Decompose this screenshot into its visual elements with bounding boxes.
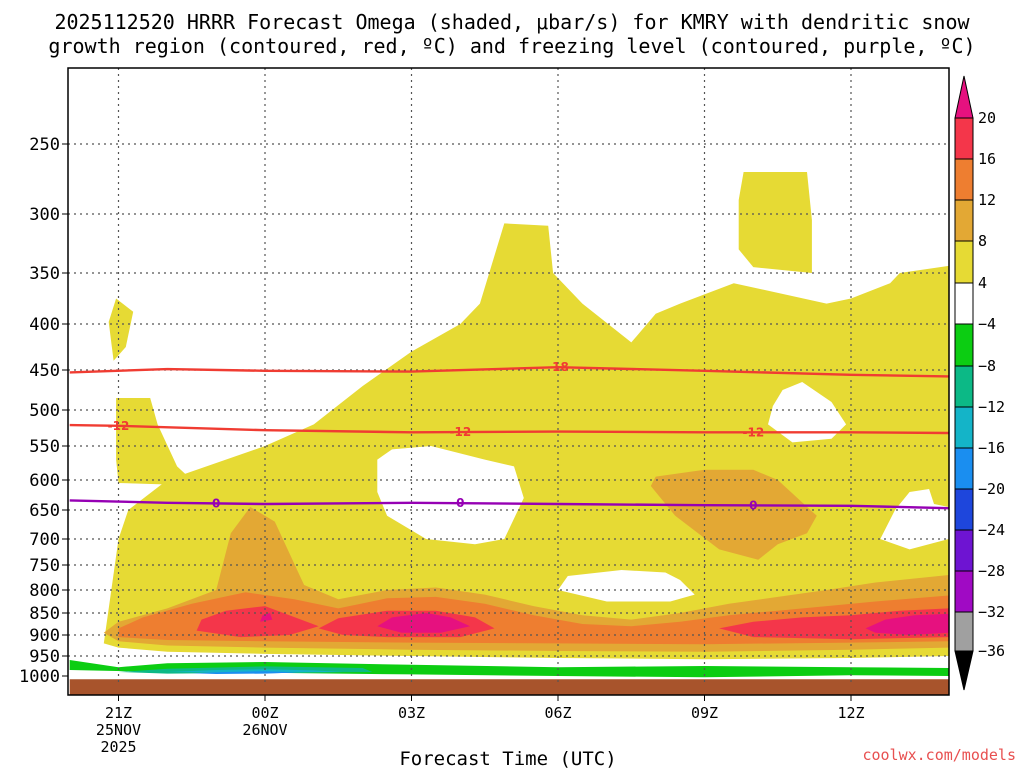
omega-region-4-8-3 xyxy=(738,172,812,273)
contour-label-0-1: 0 xyxy=(456,496,464,510)
colorbar-band--28--24 xyxy=(954,529,974,572)
omega-region->20-15 xyxy=(377,613,471,633)
contour--18 xyxy=(69,365,949,378)
omega-region-8-12-10 xyxy=(650,469,817,560)
colorbar-label-12: 12 xyxy=(978,191,996,209)
chart-title-line-1: 2025112520 HRRR Forecast Omega (shaded, … xyxy=(54,10,970,34)
ytick-label-450: 450 xyxy=(29,361,60,381)
colorbar-label-20: 20 xyxy=(978,109,996,127)
colorbar-label-8: 8 xyxy=(978,232,987,250)
colorbar-band-4-8 xyxy=(954,240,974,284)
xtick-label-12Z-0: 12Z xyxy=(837,704,864,722)
colorbar-band-16-20 xyxy=(954,117,974,160)
colorbar-band--36--32 xyxy=(954,611,974,652)
contour-label--12-1: -12 xyxy=(449,425,471,439)
omega-region--4-4-6 xyxy=(768,382,847,443)
ytick-label-300: 300 xyxy=(29,205,60,225)
ytick-label-850: 850 xyxy=(29,604,60,624)
colorbar-label--20: −20 xyxy=(978,480,1005,498)
omega-colorbar: 20 16 12 8 4 −4 −8 −12 −16 −20 −24 −28 −32 −36 xyxy=(954,75,1005,691)
omega-region--4-4-7 xyxy=(558,570,695,602)
omega-region--8--4-18 xyxy=(69,660,949,678)
colorbar-label--8: −8 xyxy=(978,357,996,375)
colorbar-label--4: −4 xyxy=(978,315,996,333)
chart-title-line-2: growth region (contoured, red, ºC) and f… xyxy=(48,34,975,58)
ytick-label-650: 650 xyxy=(29,501,60,521)
colorbar-label--28: −28 xyxy=(978,562,1005,580)
colorbar-band-8-12 xyxy=(954,199,974,242)
contour-label-0-0: 0 xyxy=(212,496,220,510)
omega-region--20--16-21 xyxy=(191,671,300,674)
credit-text[interactable]: coolwx.com/models xyxy=(862,746,1016,764)
colorbar-band--24--20 xyxy=(954,488,974,531)
colorbar-label-4: 4 xyxy=(978,274,987,292)
contour-label--18-0: -18 xyxy=(547,360,569,374)
contour-label-0-2: 0 xyxy=(749,498,757,512)
temperature-contours: -18 -12 -12 -12 0 0 0 xyxy=(69,360,949,512)
omega-shaded-regions xyxy=(69,172,949,695)
ytick-label-700: 700 xyxy=(29,530,60,550)
pressure-axis: 2503003504004505005506006507007508008509… xyxy=(19,135,68,687)
xtick-label-21Z-0: 21Z xyxy=(105,704,132,722)
ytick-label-800: 800 xyxy=(29,581,60,601)
contour--12 xyxy=(69,423,949,435)
ytick-label-600: 600 xyxy=(29,471,60,491)
colorbar-label--36: −36 xyxy=(978,642,1005,660)
colorbar-band-top xyxy=(954,75,974,119)
ytick-label-350: 350 xyxy=(29,264,60,284)
xtick-label-21Z-2: 2025 xyxy=(100,738,136,756)
omega-region->20-17 xyxy=(260,613,273,622)
pressure-gridlines xyxy=(68,68,949,685)
colorbar-band--16--12 xyxy=(954,406,974,449)
colorbar-band-12-16 xyxy=(954,158,974,201)
xtick-label-03Z-0: 03Z xyxy=(398,704,425,722)
ytick-label-750: 750 xyxy=(29,556,60,576)
colorbar-band-bottom xyxy=(954,650,974,691)
omega-region->20-16 xyxy=(865,613,949,635)
xtick-label-06Z-0: 06Z xyxy=(544,704,571,722)
x-axis-label: Forecast Time (UTC) xyxy=(399,748,616,768)
omega-region--4-4-8 xyxy=(880,489,949,550)
colorbar-band--8--4 xyxy=(954,323,974,367)
omega-region--16--12-20 xyxy=(167,669,344,674)
plot-frame xyxy=(67,67,950,696)
colorbar-label--16: −16 xyxy=(978,439,1005,457)
ytick-label-550: 550 xyxy=(29,437,60,457)
ytick-label-1000: 1000 xyxy=(19,667,60,687)
ytick-label-250: 250 xyxy=(29,135,60,155)
ytick-label-900: 900 xyxy=(29,626,60,646)
colorbar-band--12--8 xyxy=(954,365,974,408)
xtick-label-00Z-0: 00Z xyxy=(251,704,278,722)
colorbar-label--24: −24 xyxy=(978,521,1005,539)
omega-region-4-8-2 xyxy=(108,298,134,361)
contour-label--12-2: -12 xyxy=(742,425,764,439)
omega-region-ground-22 xyxy=(69,679,949,695)
omega-region-16-20-12 xyxy=(196,606,319,638)
colorbar-band--4-4 xyxy=(954,282,974,325)
contour-0 xyxy=(69,499,949,510)
omega-region-4-8-1 xyxy=(116,398,217,486)
colorbar-band--32--28 xyxy=(954,570,974,613)
xtick-label-09Z-0: 09Z xyxy=(691,704,718,722)
colorbar-label-16: 16 xyxy=(978,150,996,168)
xtick-label-21Z-1: 25NOV xyxy=(96,721,141,739)
ytick-label-400: 400 xyxy=(29,315,60,335)
ytick-label-500: 500 xyxy=(29,401,60,421)
colorbar-label--32: −32 xyxy=(978,603,1005,621)
colorbar-band--20--16 xyxy=(954,447,974,490)
colorbar-label--12: −12 xyxy=(978,398,1005,416)
xtick-label-00Z-1: 26NOV xyxy=(242,721,287,739)
contour-label--12-0: -12 xyxy=(108,419,130,433)
ytick-label-950: 950 xyxy=(29,647,60,667)
omega-region--4-4-5 xyxy=(377,446,524,545)
